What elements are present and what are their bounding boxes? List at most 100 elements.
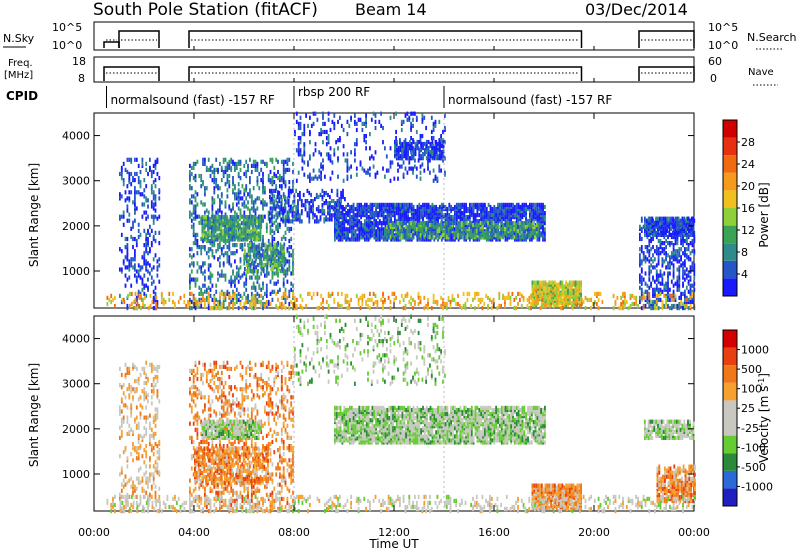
heatmap-cell <box>410 111 412 116</box>
heatmap-cell <box>345 227 347 232</box>
heatmap-cell <box>292 200 294 205</box>
heatmap-cell <box>475 233 478 238</box>
heatmap-cell <box>205 231 208 236</box>
heatmap-cell <box>429 208 432 214</box>
heatmap-cell <box>455 219 458 224</box>
heatmap-cell <box>132 265 134 270</box>
heatmap-cell <box>346 162 349 167</box>
heatmap-cell <box>406 117 409 122</box>
heatmap-cell <box>509 231 512 236</box>
heatmap-cell <box>280 176 283 181</box>
heatmap-cell <box>260 260 263 265</box>
heatmap-cell <box>672 243 675 248</box>
heatmap-cell <box>267 216 270 221</box>
heatmap-cell <box>203 237 206 242</box>
heatmap-cell <box>334 202 336 207</box>
heatmap-cell <box>382 227 385 232</box>
heatmap-cell <box>386 219 389 224</box>
heatmap-cell <box>290 236 293 242</box>
heatmap-cell <box>480 217 482 222</box>
heatmap-cell <box>481 220 484 226</box>
heatmap-cell <box>337 156 339 161</box>
heatmap-cell <box>672 263 675 268</box>
heatmap-cell <box>407 146 409 151</box>
heatmap-cell <box>529 237 531 242</box>
heatmap-cell <box>200 236 203 242</box>
heatmap-cell <box>422 156 424 161</box>
heatmap-cell <box>316 117 319 122</box>
heatmap-cell <box>158 176 161 181</box>
heatmap-cell <box>397 150 400 155</box>
heatmap-cell <box>382 237 385 242</box>
heatmap-cell <box>245 256 248 261</box>
heatmap-cell <box>397 231 399 236</box>
heatmap-cell <box>134 157 136 162</box>
heatmap-cell <box>287 188 290 193</box>
heatmap-cell <box>194 214 197 219</box>
heatmap-cell <box>209 293 212 298</box>
heatmap-cell <box>286 161 289 166</box>
heatmap-cell <box>219 241 221 246</box>
heatmap-cell <box>435 235 437 240</box>
heatmap-cell <box>217 208 219 213</box>
heatmap-cell <box>334 221 336 226</box>
heatmap-cell <box>359 160 362 165</box>
heatmap-cell <box>145 293 148 298</box>
heatmap-cell <box>454 215 456 220</box>
heatmap-cell <box>249 262 252 268</box>
heatmap-cell <box>270 211 273 216</box>
heatmap-cell <box>196 214 199 219</box>
heatmap-cell <box>512 215 514 220</box>
heatmap-cell <box>357 117 360 122</box>
heatmap-cell <box>134 253 136 258</box>
heatmap-cell <box>202 271 204 276</box>
heatmap-cell <box>416 219 419 224</box>
heatmap-cell <box>212 227 215 232</box>
heatmap-cell <box>205 186 208 191</box>
heatmap-cell <box>382 213 385 218</box>
heatmap-cell <box>243 163 246 168</box>
heatmap-cell <box>205 219 208 224</box>
heatmap-cell <box>432 231 435 236</box>
heatmap-cell <box>265 283 268 288</box>
heatmap-cell <box>297 217 299 222</box>
heatmap-cell <box>457 202 460 207</box>
heatmap-cell <box>222 301 225 307</box>
heatmap-cell <box>327 138 330 143</box>
heatmap-cell <box>504 219 507 224</box>
heatmap-cell <box>360 206 362 212</box>
heatmap-cell <box>465 208 467 214</box>
heatmap-cell <box>203 223 206 228</box>
heatmap-cell <box>380 111 382 116</box>
heatmap-cell <box>222 169 225 175</box>
heatmap-cell <box>402 172 405 177</box>
heatmap-cell <box>457 235 459 240</box>
heatmap-cell <box>141 255 144 260</box>
heatmap-cell <box>262 243 264 248</box>
heatmap-cell <box>292 169 294 175</box>
heatmap-cell <box>474 225 477 230</box>
heatmap-cell <box>235 161 238 166</box>
heatmap-cell <box>439 231 441 236</box>
heatmap-cell <box>648 249 651 254</box>
heatmap-cell <box>412 117 414 122</box>
heatmap-cell <box>284 236 287 242</box>
heatmap-cell <box>382 206 385 212</box>
heatmap-cell <box>212 215 215 220</box>
heatmap-cell <box>229 223 232 228</box>
heatmap-cell <box>243 214 246 219</box>
heatmap-cell <box>243 261 246 266</box>
heatmap-cell <box>200 245 203 250</box>
heatmap-cell <box>222 215 224 220</box>
heatmap-cell <box>452 215 454 220</box>
heatmap-cell <box>241 247 244 252</box>
heatmap-cell <box>500 202 503 207</box>
heatmap-cell <box>360 235 362 240</box>
heatmap-cell <box>497 202 499 207</box>
heatmap-cell <box>676 249 679 254</box>
heatmap-cell <box>284 257 287 262</box>
heatmap-cell <box>405 154 407 159</box>
heatmap-cell <box>302 192 305 198</box>
heatmap-cell <box>190 218 193 223</box>
heatmap-cell <box>284 180 287 185</box>
